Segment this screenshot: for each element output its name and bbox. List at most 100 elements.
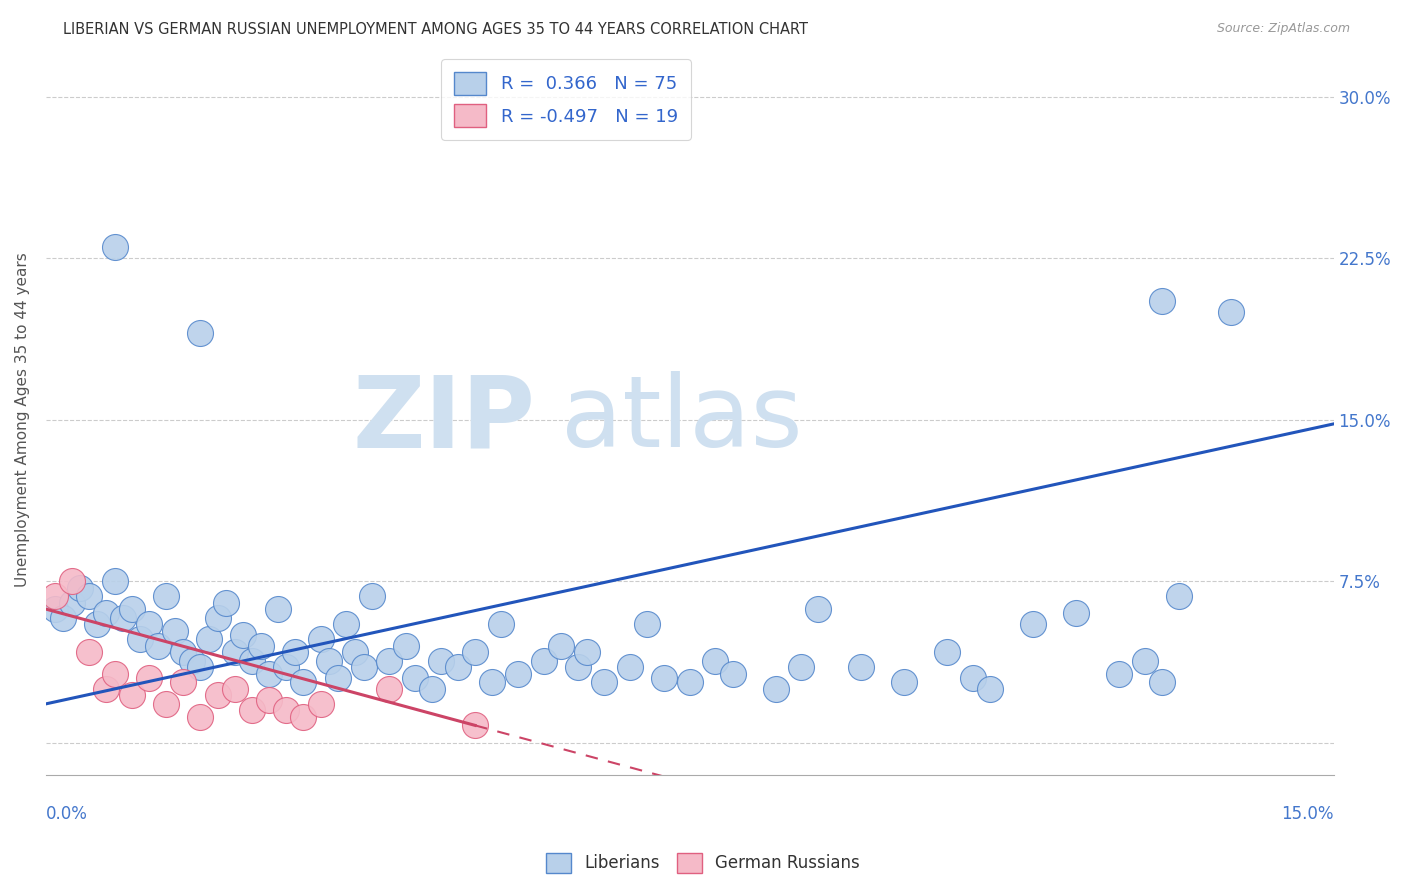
Point	[533, 654, 555, 668]
Point	[721, 666, 744, 681]
Point	[257, 692, 280, 706]
Point	[86, 617, 108, 632]
Point	[190, 660, 212, 674]
Point	[257, 666, 280, 681]
Point	[464, 718, 486, 732]
Point	[129, 632, 152, 647]
Point	[249, 639, 271, 653]
Point	[343, 645, 366, 659]
Point	[420, 681, 443, 696]
Point	[309, 632, 332, 647]
Point	[172, 645, 194, 659]
Point	[378, 681, 401, 696]
Point	[464, 645, 486, 659]
Point	[893, 675, 915, 690]
Point	[52, 611, 75, 625]
Point	[1219, 305, 1241, 319]
Point	[138, 671, 160, 685]
Point	[404, 671, 426, 685]
Point	[276, 660, 298, 674]
Point	[232, 628, 254, 642]
Text: LIBERIAN VS GERMAN RUSSIAN UNEMPLOYMENT AMONG AGES 35 TO 44 YEARS CORRELATION CH: LIBERIAN VS GERMAN RUSSIAN UNEMPLOYMENT …	[63, 22, 808, 37]
Point	[224, 645, 246, 659]
Point	[121, 688, 143, 702]
Point	[60, 574, 83, 588]
Point	[378, 654, 401, 668]
Point	[1108, 666, 1130, 681]
Point	[224, 681, 246, 696]
Point	[207, 611, 229, 625]
Point	[163, 624, 186, 638]
Point	[155, 589, 177, 603]
Point	[190, 710, 212, 724]
Point	[44, 602, 66, 616]
Point	[267, 602, 290, 616]
Text: 15.0%: 15.0%	[1281, 805, 1333, 823]
Point	[807, 602, 830, 616]
Point	[121, 602, 143, 616]
Point	[936, 645, 959, 659]
Point	[506, 666, 529, 681]
Point	[619, 660, 641, 674]
Point	[489, 617, 512, 632]
Point	[155, 697, 177, 711]
Legend: R =  0.366   N = 75, R = -0.497   N = 19: R = 0.366 N = 75, R = -0.497 N = 19	[441, 59, 690, 140]
Point	[636, 617, 658, 632]
Point	[361, 589, 384, 603]
Point	[593, 675, 616, 690]
Point	[1168, 589, 1191, 603]
Point	[575, 645, 598, 659]
Text: atlas: atlas	[561, 371, 803, 468]
Point	[44, 589, 66, 603]
Point	[292, 710, 315, 724]
Text: 0.0%: 0.0%	[46, 805, 87, 823]
Point	[207, 688, 229, 702]
Point	[104, 240, 127, 254]
Point	[326, 671, 349, 685]
Point	[353, 660, 375, 674]
Point	[851, 660, 873, 674]
Text: Source: ZipAtlas.com: Source: ZipAtlas.com	[1216, 22, 1350, 36]
Point	[335, 617, 357, 632]
Point	[395, 639, 418, 653]
Point	[198, 632, 221, 647]
Point	[69, 581, 91, 595]
Point	[790, 660, 813, 674]
Y-axis label: Unemployment Among Ages 35 to 44 years: Unemployment Among Ages 35 to 44 years	[15, 252, 30, 587]
Point	[240, 654, 263, 668]
Point	[77, 589, 100, 603]
Point	[190, 326, 212, 341]
Point	[765, 681, 787, 696]
Point	[1022, 617, 1045, 632]
Point	[94, 681, 117, 696]
Point	[318, 654, 340, 668]
Point	[276, 703, 298, 717]
Point	[309, 697, 332, 711]
Point	[172, 675, 194, 690]
Point	[104, 574, 127, 588]
Point	[1150, 675, 1173, 690]
Point	[77, 645, 100, 659]
Point	[240, 703, 263, 717]
Point	[567, 660, 589, 674]
Point	[60, 596, 83, 610]
Point	[104, 666, 127, 681]
Point	[138, 617, 160, 632]
Point	[447, 660, 470, 674]
Point	[1064, 607, 1087, 621]
Point	[481, 675, 503, 690]
Point	[1133, 654, 1156, 668]
Point	[679, 675, 702, 690]
Point	[652, 671, 675, 685]
Text: ZIP: ZIP	[353, 371, 536, 468]
Point	[1150, 294, 1173, 309]
Point	[550, 639, 572, 653]
Point	[979, 681, 1001, 696]
Point	[180, 654, 202, 668]
Point	[962, 671, 984, 685]
Point	[146, 639, 169, 653]
Point	[292, 675, 315, 690]
Point	[430, 654, 453, 668]
Legend: Liberians, German Russians: Liberians, German Russians	[540, 847, 866, 880]
Point	[215, 596, 238, 610]
